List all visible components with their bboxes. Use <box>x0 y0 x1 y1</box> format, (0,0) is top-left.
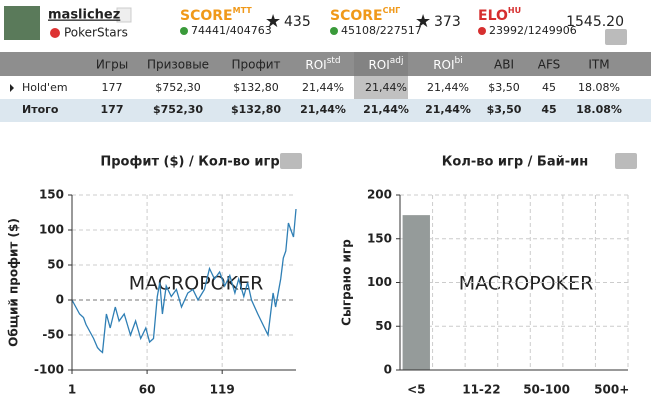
x-tick-label: 1 <box>68 383 76 397</box>
avatar <box>4 6 40 40</box>
points: 435 <box>284 14 311 30</box>
cell: $3,50 <box>487 103 522 116</box>
cell: $3,50 <box>488 81 520 94</box>
points: 373 <box>434 14 461 30</box>
cell: 177 <box>102 81 123 94</box>
y-tick-label: 200 <box>367 188 392 202</box>
star-icon: ★ <box>415 11 431 32</box>
column-header: ROIstd <box>305 56 340 72</box>
watermark: MACROPOKER <box>129 273 264 295</box>
column-header: ABI <box>494 58 514 72</box>
camera-icon <box>615 153 637 169</box>
star-icon: ★ <box>265 11 281 32</box>
rating: 1545.20 <box>566 14 624 30</box>
column-header-sup: bi <box>455 56 463 66</box>
cell: 45 <box>542 81 556 94</box>
bar <box>402 215 430 370</box>
column-header-text: ROI <box>433 58 454 72</box>
cell: 18.08% <box>576 103 622 116</box>
rank: 74441/404763 <box>191 24 272 37</box>
rank-icon <box>330 27 338 35</box>
x-tick-label: 60 <box>139 383 156 397</box>
user-name: maslichez <box>48 8 120 23</box>
cell: 21,44% <box>300 103 346 116</box>
column-header: Профит <box>231 58 280 72</box>
flag-icon <box>116 7 132 23</box>
cell: 21,44% <box>365 81 407 94</box>
cell: 177 <box>101 103 124 116</box>
score-label: SCOREСНГ <box>330 6 400 25</box>
x-tick-label: 11-22 <box>462 383 500 397</box>
y-tick-label: 50 <box>47 258 64 272</box>
y-tick-label: 100 <box>39 223 64 237</box>
y-axis-label: Сыграно игр <box>340 239 354 326</box>
column-header: AFS <box>538 58 561 72</box>
x-tick-label: 119 <box>210 383 235 397</box>
site-name: PokerStars <box>64 26 128 40</box>
column-header-sup: adj <box>390 56 404 66</box>
y-axis-label: Общий профит ($) <box>7 218 21 347</box>
rank-icon <box>478 27 486 35</box>
rank: 23992/1249906 <box>489 24 577 37</box>
camera-icon <box>280 153 302 169</box>
y-tick-label: 0 <box>384 363 392 377</box>
cell: 21,44% <box>302 81 344 94</box>
column-header: Игры <box>96 58 128 72</box>
cell: 21,44% <box>425 103 471 116</box>
cell: 21,44% <box>427 81 469 94</box>
site-icon <box>50 28 60 38</box>
score-label-text: SCORE <box>180 8 233 24</box>
y-tick-label: 100 <box>367 275 392 289</box>
column-header-text: ROI <box>368 58 389 72</box>
y-tick-label: 150 <box>39 188 64 202</box>
total-row-bg <box>0 99 651 122</box>
column-header: ITM <box>588 58 609 72</box>
score-label: ELOHU <box>478 6 521 25</box>
column-header-text: ROI <box>305 58 326 72</box>
rank-icon <box>180 27 188 35</box>
score-label: SCOREMTT <box>180 6 252 25</box>
cell: $752,30 <box>155 81 201 94</box>
y-tick-label: 0 <box>56 293 64 307</box>
chart-title: Кол-во игр / Бай-ин <box>442 155 588 170</box>
camera-icon <box>605 29 627 45</box>
cell: 21,44% <box>363 103 409 116</box>
x-tick-label: 50-100 <box>523 383 570 397</box>
y-tick-label: -100 <box>34 363 64 377</box>
column-header-sup: std <box>327 56 341 66</box>
column-header: ROIbi <box>433 56 463 72</box>
y-tick-label: -50 <box>42 328 64 342</box>
cell: $132,80 <box>231 103 281 116</box>
x-tick-label: <5 <box>407 383 425 397</box>
score-label-sup: HU <box>508 6 521 15</box>
score-label-text: ELO <box>478 8 508 24</box>
x-tick-label: 500+ <box>594 383 629 397</box>
column-header: Призовые <box>147 58 209 72</box>
column-header: ROIadj <box>368 56 403 72</box>
score-label-sup: MTT <box>233 6 253 15</box>
row-label: Итого <box>22 103 59 116</box>
score-label-sup: СНГ <box>383 6 401 15</box>
profit-line <box>71 208 297 354</box>
score-label-text: SCORE <box>330 8 383 24</box>
y-tick-label: 50 <box>375 319 392 333</box>
chart-title: Профит ($) / Кол-во игр <box>100 155 279 170</box>
y-tick-label: 150 <box>367 231 392 245</box>
cell: $752,30 <box>153 103 203 116</box>
watermark: MACROPOKER <box>459 273 594 295</box>
cell: 18.08% <box>578 81 620 94</box>
expand-arrow[interactable] <box>10 84 14 92</box>
rank: 45108/227517 <box>341 24 422 37</box>
cell: $132,80 <box>233 81 279 94</box>
table-header-bg <box>0 52 651 76</box>
cell: 45 <box>541 103 556 116</box>
row-label: Hold'em <box>22 81 68 94</box>
